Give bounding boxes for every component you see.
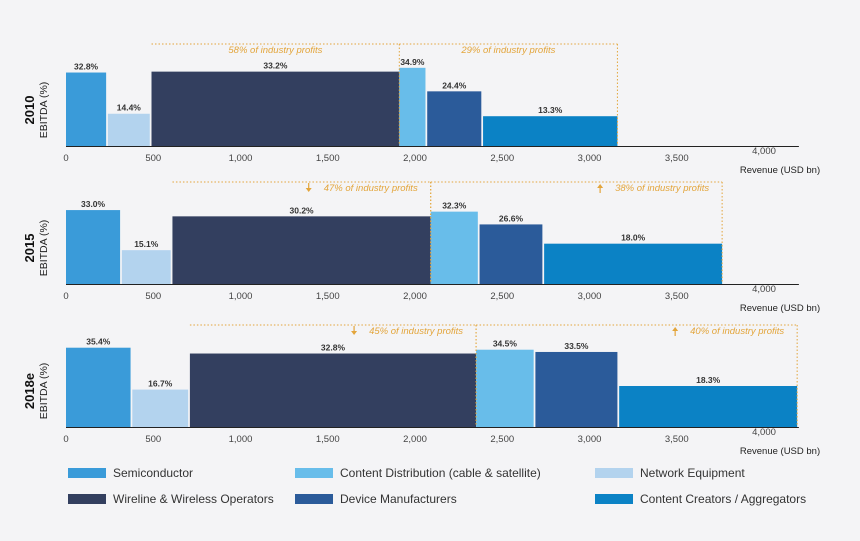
- x-tick-label: 4,000: [752, 146, 776, 157]
- y-axis-label: EBITDA (%): [38, 220, 50, 277]
- x-tick-label: 4,000: [752, 284, 776, 295]
- arrow-up-icon: [597, 184, 604, 193]
- x-tick-label: 2,500: [490, 434, 514, 445]
- annotation-label: 45% of industry profits: [369, 326, 463, 337]
- arrow-up-icon: [672, 327, 679, 336]
- bar-value-label: 32.3%: [442, 201, 467, 211]
- x-tick-label: 1,500: [316, 291, 340, 302]
- bar-value-label: 32.8%: [321, 343, 346, 353]
- bar-value-label: 15.1%: [134, 239, 159, 249]
- bar-network-equipment: [132, 389, 189, 427]
- panel-year-label: 2018e: [22, 373, 37, 409]
- bar-value-label: 33.0%: [81, 199, 106, 209]
- x-tick-label: 3,000: [578, 153, 602, 164]
- bar-semiconductor: [66, 347, 131, 427]
- bar-content-creators-aggregators: [544, 243, 723, 284]
- bar-device-manufacturers: [427, 91, 482, 146]
- x-tick-label: 2,000: [403, 153, 427, 164]
- bar-value-label: 34.5%: [493, 339, 518, 349]
- bar-value-label: 32.8%: [74, 62, 99, 72]
- x-tick-label: 1,000: [229, 153, 253, 164]
- x-tick-label: 0: [63, 434, 68, 445]
- x-tick-label: 2,000: [403, 434, 427, 445]
- x-tick-label: 500: [145, 434, 161, 445]
- annotation-label: 29% of industry profits: [460, 45, 555, 56]
- panel-year-label: 2015: [22, 234, 37, 263]
- x-tick-label: 3,000: [578, 434, 602, 445]
- bar-semiconductor: [66, 72, 107, 146]
- x-tick-label: 3,500: [665, 153, 689, 164]
- annotation-label: 47% of industry profits: [324, 183, 418, 194]
- bar-device-manufacturers: [535, 351, 618, 427]
- x-tick-label: 500: [145, 291, 161, 302]
- bar-value-label: 18.0%: [621, 233, 646, 243]
- x-tick-label: 500: [145, 153, 161, 164]
- bar-value-label: 18.3%: [696, 375, 721, 385]
- annotation-label: 40% of industry profits: [690, 326, 784, 337]
- bar-device-manufacturers: [479, 224, 543, 284]
- x-tick-label: 3,500: [665, 434, 689, 445]
- x-tick-label: 0: [63, 153, 68, 164]
- x-tick-label: 2,000: [403, 291, 427, 302]
- bar-value-label: 24.4%: [442, 80, 467, 90]
- bar-wireline-wireless-operators: [151, 71, 400, 146]
- annotation-label: 58% of industry profits: [228, 45, 322, 56]
- x-tick-label: 3,000: [578, 291, 602, 302]
- y-axis-label: EBITDA (%): [38, 363, 50, 420]
- x-tick-label: 2,500: [490, 291, 514, 302]
- bar-value-label: 13.3%: [538, 105, 563, 115]
- x-axis-label: Revenue (USD bn): [740, 165, 820, 176]
- bar-value-label: 14.4%: [117, 103, 142, 113]
- x-tick-label: 3,500: [665, 291, 689, 302]
- bar-content-distribution-cable-satellite: [476, 349, 534, 427]
- bar-value-label: 33.5%: [564, 341, 589, 351]
- bar-wireline-wireless-operators: [189, 353, 477, 427]
- x-tick-label: 1,000: [229, 434, 253, 445]
- annotation-label: 38% of industry profits: [615, 183, 709, 194]
- bar-content-creators-aggregators: [483, 116, 618, 146]
- x-tick-label: 1,000: [229, 291, 253, 302]
- x-tick-label: 1,500: [316, 153, 340, 164]
- x-tick-label: 4,000: [752, 427, 776, 438]
- arrow-down-icon: [351, 326, 358, 335]
- bar-wireline-wireless-operators: [172, 216, 431, 284]
- x-axis-label: Revenue (USD bn): [740, 303, 820, 314]
- panel-year-label: 2010: [22, 96, 37, 125]
- x-tick-label: 0: [63, 291, 68, 302]
- x-tick-label: 1,500: [316, 434, 340, 445]
- bar-value-label: 35.4%: [86, 337, 111, 347]
- x-axis-label: Revenue (USD bn): [740, 446, 820, 457]
- bar-network-equipment: [121, 250, 171, 284]
- bar-value-label: 30.2%: [290, 205, 315, 215]
- y-axis-label: EBITDA (%): [38, 82, 50, 139]
- arrow-down-icon: [305, 183, 312, 192]
- bar-content-creators-aggregators: [619, 386, 798, 427]
- bar-content-distribution-cable-satellite: [430, 211, 478, 284]
- bar-value-label: 16.7%: [148, 379, 173, 389]
- bar-network-equipment: [107, 113, 150, 146]
- x-tick-label: 2,500: [490, 153, 514, 164]
- bar-value-label: 26.6%: [499, 213, 524, 223]
- bar-value-label: 33.2%: [263, 61, 288, 71]
- bar-value-label: 34.9%: [400, 57, 425, 67]
- bar-semiconductor: [66, 210, 121, 284]
- bar-content-distribution-cable-satellite: [399, 67, 426, 146]
